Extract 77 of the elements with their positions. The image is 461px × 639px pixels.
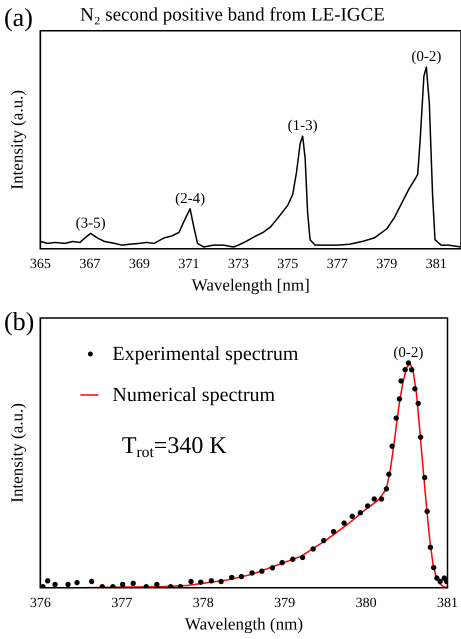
x-tick-label: 377 (111, 596, 132, 611)
point (45, 578, 50, 584)
point (300, 554, 306, 560)
point (422, 474, 428, 480)
point (442, 575, 447, 581)
point (389, 443, 395, 449)
x-tick-label: 369 (128, 256, 150, 272)
point (430, 564, 436, 570)
point (372, 496, 377, 502)
point (358, 510, 364, 516)
point (418, 434, 424, 440)
point (270, 565, 276, 570)
point (406, 360, 412, 366)
annotation: (2-4) (175, 190, 206, 207)
point (65, 582, 71, 588)
point (310, 546, 316, 552)
point (394, 415, 399, 421)
chart-title: N₂ second positive band from LE-IGCE (80, 4, 385, 26)
point (88, 578, 94, 584)
point (321, 538, 326, 544)
point (74, 580, 80, 586)
point (398, 378, 404, 384)
x-tick-label: 375 (277, 256, 298, 272)
x-tick-label: 373 (228, 256, 249, 272)
x-tick-label: 380 (356, 596, 377, 611)
point (341, 520, 347, 526)
point (378, 496, 384, 502)
point (259, 568, 265, 574)
x-tick-label: 381 (437, 596, 458, 611)
x-tick-label: 371 (178, 256, 200, 272)
y-axis-title: Intensity (a.u.) (8, 90, 27, 190)
point (249, 570, 255, 576)
annotation: (0-2) (411, 49, 442, 66)
point (350, 514, 355, 520)
x-tick-label: 365 (30, 256, 51, 272)
point (424, 508, 430, 514)
text: (b) (4, 307, 34, 336)
x-tick-label: 377 (326, 256, 348, 272)
point (52, 582, 58, 588)
annotation: (0-2) (393, 344, 424, 361)
point (208, 578, 214, 584)
point (412, 386, 418, 392)
x-tick-label: 367 (79, 256, 100, 272)
x-tick-label: 376 (30, 596, 51, 611)
legend-label: Numerical spectrum (112, 384, 276, 406)
point (188, 578, 194, 584)
legend-label: Experimental spectrum (112, 343, 299, 365)
point (154, 582, 160, 588)
point (428, 544, 434, 550)
x-tick-label: 381 (426, 256, 447, 272)
point (330, 528, 336, 534)
annotation: (1-3) (288, 118, 318, 134)
point (396, 396, 402, 402)
x-tick-label: 378 (192, 596, 214, 611)
point (437, 578, 443, 584)
point (402, 367, 408, 372)
point (229, 574, 234, 580)
point (218, 578, 224, 584)
y-axis-title: Intensity (a.u.) (8, 403, 27, 503)
point (130, 580, 136, 586)
point (365, 503, 370, 509)
point (384, 486, 390, 492)
x-tick-label: 379 (376, 256, 398, 272)
x-tick-label: 379 (274, 596, 296, 611)
x-axis-title: Wavelength [nm] (192, 275, 310, 294)
point (386, 472, 392, 477)
point (408, 367, 414, 372)
annotation: (3-5) (76, 215, 106, 232)
x-axis-title: Wavelength (nm) (184, 614, 303, 634)
point (290, 556, 296, 562)
point (198, 579, 204, 585)
point (415, 400, 421, 406)
point (120, 582, 126, 588)
point (434, 575, 440, 581)
point (238, 574, 244, 580)
text: (a) (4, 3, 33, 32)
point (280, 560, 285, 566)
